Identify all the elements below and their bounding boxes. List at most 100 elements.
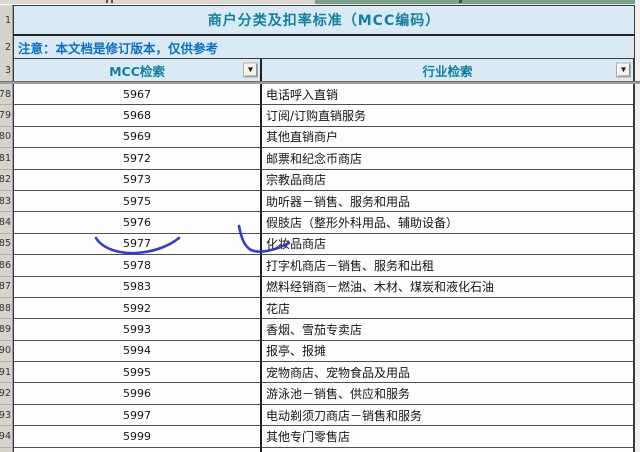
industry-cell[interactable]: 宗教品商店: [260, 169, 635, 191]
table-row: 84 5976 假肢店（整形外科用品、辅助设备）: [0, 212, 635, 234]
title-cell[interactable]: 商户分类及扣率标准（MCC编码）: [13, 5, 635, 36]
mcc-cell[interactable]: 5972: [13, 148, 260, 170]
autofilter-dropdown-industry[interactable]: ▼: [616, 62, 631, 78]
row-number[interactable]: 82: [0, 169, 13, 191]
industry-cell[interactable]: 邮票和纪念币商店: [260, 148, 635, 170]
autofilter-dropdown-mcc[interactable]: ▼: [243, 62, 258, 78]
partial-category-row: 95 金融业: [0, 447, 635, 452]
table-row: 89 5993 香烟、雪茄专卖店: [0, 319, 635, 341]
industry-cell[interactable]: 宠物商店、宠物食品及用品: [260, 362, 635, 384]
freeze-pane-divider: [0, 81, 640, 84]
mcc-cell[interactable]: 5994: [13, 340, 260, 363]
industry-cell[interactable]: 假肢店（整形外科用品、辅助设备）: [260, 212, 635, 234]
mcc-cell[interactable]: 5996: [13, 383, 260, 405]
industry-cell-empty[interactable]: [260, 447, 635, 452]
row-header-95[interactable]: 95: [0, 447, 13, 452]
industry-cell[interactable]: 其他专门零售店: [260, 426, 635, 448]
worksheet-grid: 1 商户分类及扣率标准（MCC编码） 2 注意：本文档是修订版本，仅供参考 3 …: [0, 5, 640, 452]
cutoff-text-mark: [111, 0, 113, 3]
table-row: 88 5992 花店: [0, 297, 635, 320]
row-number[interactable]: 92: [0, 383, 13, 405]
table-row: 91 5995 宠物商店、宠物食品及用品: [0, 362, 635, 384]
column-header-mcc-label: MCC检索: [109, 63, 165, 79]
industry-cell[interactable]: 花店: [260, 297, 635, 320]
industry-cell[interactable]: 游泳池－销售、供应和服务: [260, 383, 635, 405]
mcc-cell[interactable]: 5977: [13, 233, 260, 256]
table-row: 81 5972 邮票和纪念币商店: [0, 148, 635, 170]
industry-cell[interactable]: 燃料经销商－燃油、木材、煤炭和液化石油: [260, 276, 635, 298]
column-header-row: 3 MCC检索 ▼ 行业检索 ▼: [0, 59, 635, 81]
mcc-cell[interactable]: 5993: [13, 319, 260, 341]
row-number[interactable]: 79: [0, 105, 13, 127]
table-row: 87 5983 燃料经销商－燃油、木材、煤炭和液化石油: [0, 276, 635, 298]
table-row: 82 5973 宗教品商店: [0, 169, 635, 191]
row-number[interactable]: 84: [0, 212, 13, 234]
mcc-cell[interactable]: 5992: [13, 297, 260, 320]
table-row: 86 5978 打字机商店－销售、服务和出租: [0, 255, 635, 277]
mcc-cell[interactable]: 5969: [13, 126, 260, 149]
industry-cell[interactable]: 化妆品商店: [260, 233, 635, 256]
mcc-cell[interactable]: 5976: [13, 212, 260, 234]
industry-cell[interactable]: 助听器－销售、服务和用品: [260, 190, 635, 213]
row-number[interactable]: 90: [0, 340, 13, 363]
table-row: 78 5967 电话呼入直销: [0, 84, 635, 106]
category-cell[interactable]: 金融业: [13, 447, 260, 452]
mcc-cell[interactable]: 5975: [13, 190, 260, 213]
column-header-industry[interactable]: 行业检索 ▼: [260, 59, 635, 81]
industry-cell[interactable]: 香烟、雪茄专卖店: [260, 319, 635, 341]
note-text: 注意：本文档是修订版本，仅供参考: [18, 40, 219, 56]
title-row: 1 商户分类及扣率标准（MCC编码）: [0, 5, 635, 36]
table-row: 94 5999 其他专门零售店: [0, 426, 635, 448]
table-row: 80 5969 其他直销商户: [0, 126, 635, 149]
row-number[interactable]: 94: [0, 426, 13, 448]
row-header-3[interactable]: 3: [0, 59, 13, 81]
note-row: 2 注意：本文档是修订版本，仅供参考: [0, 36, 635, 59]
mcc-cell[interactable]: 5995: [13, 362, 260, 384]
industry-cell[interactable]: 其他直销商户: [260, 126, 635, 149]
filter-arrow-icon: ▼: [621, 65, 626, 74]
filter-arrow-icon: ▼: [248, 65, 253, 74]
table-row: 92 5996 游泳池－销售、供应和服务: [0, 383, 635, 405]
row-header-2[interactable]: 2: [0, 36, 13, 59]
table-row: 90 5994 报亭、报摊: [0, 340, 635, 363]
column-header-mcc[interactable]: MCC检索 ▼: [13, 59, 260, 81]
data-rows: 78 5967 电话呼入直销 79 5968 订阅/订购直销服务 80 5969…: [0, 84, 640, 448]
cutoff-text-mark: [459, 0, 462, 3]
industry-cell[interactable]: 电动剃须刀商店－销售和服务: [260, 404, 635, 427]
cutoff-row-strip: [0, 0, 640, 5]
mcc-cell[interactable]: 5968: [13, 105, 260, 127]
cutoff-row-green-cell: [315, 0, 635, 5]
row-number[interactable]: 83: [0, 190, 13, 213]
mcc-cell[interactable]: 5978: [13, 255, 260, 277]
industry-cell[interactable]: 订阅/订购直销服务: [260, 105, 635, 127]
sheet-title: 商户分类及扣率标准（MCC编码）: [207, 13, 441, 29]
cutoff-text-mark: [106, 0, 108, 3]
mcc-cell[interactable]: 5973: [13, 169, 260, 191]
note-cell[interactable]: 注意：本文档是修订版本，仅供参考: [13, 36, 635, 59]
row-number[interactable]: 80: [0, 126, 13, 149]
mcc-cell[interactable]: 5967: [13, 84, 260, 106]
row-number[interactable]: 85: [0, 233, 13, 256]
cutoff-row-left: [0, 0, 315, 5]
row-number[interactable]: 78: [0, 84, 13, 106]
column-header-industry-label: 行业检索: [422, 63, 473, 79]
row-number[interactable]: 81: [0, 148, 13, 170]
row-number[interactable]: 87: [0, 276, 13, 298]
row-number[interactable]: 89: [0, 319, 13, 341]
industry-cell[interactable]: 打字机商店－销售、服务和出租: [260, 255, 635, 277]
mcc-cell[interactable]: 5997: [13, 404, 260, 427]
table-row: 83 5975 助听器－销售、服务和用品: [0, 190, 635, 213]
industry-cell[interactable]: 报亭、报摊: [260, 340, 635, 363]
row-number[interactable]: 88: [0, 297, 13, 320]
row-number[interactable]: 86: [0, 255, 13, 277]
table-row: 85 5977 化妆品商店: [0, 233, 635, 256]
row-number[interactable]: 91: [0, 362, 13, 384]
industry-cell[interactable]: 电话呼入直销: [260, 84, 635, 106]
mcc-cell[interactable]: 5983: [13, 276, 260, 298]
row-header-1[interactable]: 1: [0, 5, 13, 36]
mcc-cell[interactable]: 5999: [13, 426, 260, 448]
table-row: 79 5968 订阅/订购直销服务: [0, 105, 635, 127]
table-row: 93 5997 电动剃须刀商店－销售和服务: [0, 404, 635, 427]
row-number[interactable]: 93: [0, 404, 13, 427]
